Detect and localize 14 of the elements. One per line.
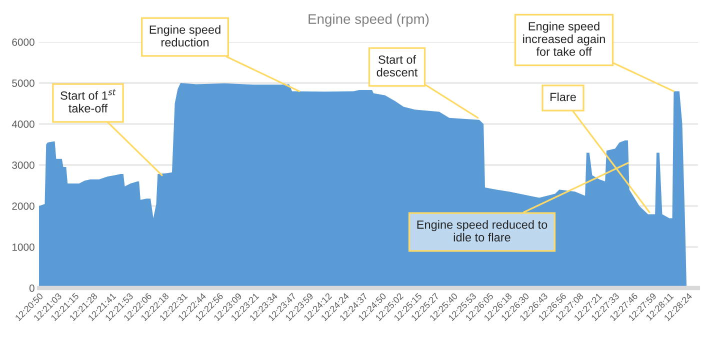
y-tick-label: 0 (29, 284, 34, 292)
annotation: Start of 1$^{st}$ take-off (60, 89, 116, 113)
annotation: Engine speed increased again for take off (523, 22, 605, 56)
y-tick-label: 3000 (12, 162, 34, 169)
annotation: Engine speed reduced to idle to flare (417, 220, 548, 242)
annotation: Engine speed reduction (150, 25, 220, 47)
chart-title: Engine speed (rpm) (308, 14, 429, 27)
y-tick-label: 2000 (12, 202, 34, 210)
annotation: Flare (550, 92, 576, 102)
y-tick-label: 1000 (12, 244, 34, 251)
y-tick-label: 4000 (12, 120, 34, 128)
annotation: Start of descent (376, 55, 418, 77)
y-tick-label: 5000 (12, 80, 34, 87)
y-tick-label: 6000 (12, 38, 34, 46)
